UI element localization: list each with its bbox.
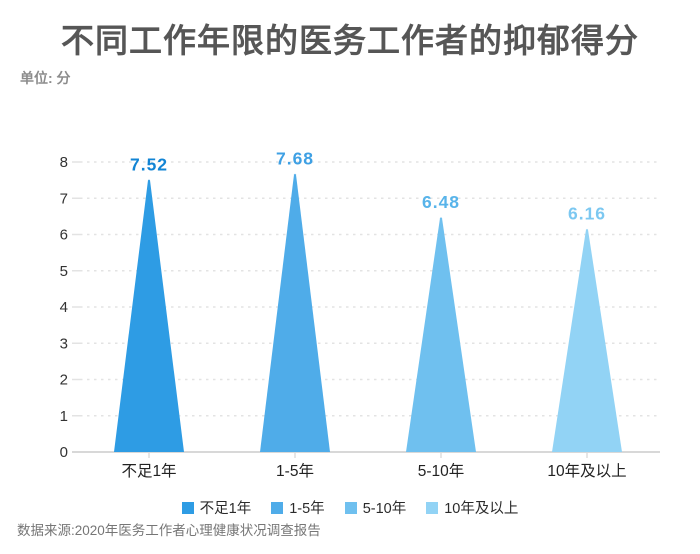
y-axis-label: 0 [60,444,68,461]
y-axis-label: 5 [60,263,68,280]
value-label: 7.68 [276,149,314,169]
y-axis-label: 3 [60,335,68,352]
legend-swatch [344,501,357,514]
value-label: 7.52 [130,154,168,174]
x-axis-category-label: 不足1年 [121,462,176,480]
legend-swatch [426,501,439,514]
x-axis-category-label: 1-5年 [276,462,314,480]
legend-swatch [271,501,284,514]
triangle-bar [552,228,622,452]
y-axis-label: 1 [60,408,68,425]
legend-item: 5-10年 [344,497,407,518]
chart-legend: 不足1年 1-5年 5-10年 10年及以上 [0,497,700,518]
value-label: 6.48 [422,192,460,212]
legend-label: 不足1年 [199,501,252,517]
legend-label: 1-5年 [289,501,325,517]
data-source-note: 数据来源:2020年医务工作者心理健康状况调查报告 [17,523,321,538]
triangle-bar [114,179,184,452]
legend-item: 1-5年 [271,497,325,518]
legend-label: 10年及以上 [444,501,519,517]
x-axis-category-label: 5-10年 [418,462,465,480]
legend-item: 不足1年 [181,497,252,518]
y-axis-label: 7 [60,190,68,207]
value-label: 6.16 [568,204,606,224]
legend-label: 5-10年 [362,501,407,517]
y-axis-label: 8 [60,154,68,171]
triangle-bar [406,217,476,452]
y-axis-label: 4 [60,299,68,316]
chart-title: 不同工作年限的医务工作者的抑郁得分 [61,22,639,59]
triangle-bar [260,173,330,452]
y-axis-label: 6 [60,227,68,244]
y-axis-label: 2 [60,372,68,389]
x-axis-category-label: 10年及以上 [547,462,626,480]
unit-label: 单位: 分 [20,70,71,86]
legend-swatch [181,501,194,514]
legend-item: 10年及以上 [426,497,518,518]
